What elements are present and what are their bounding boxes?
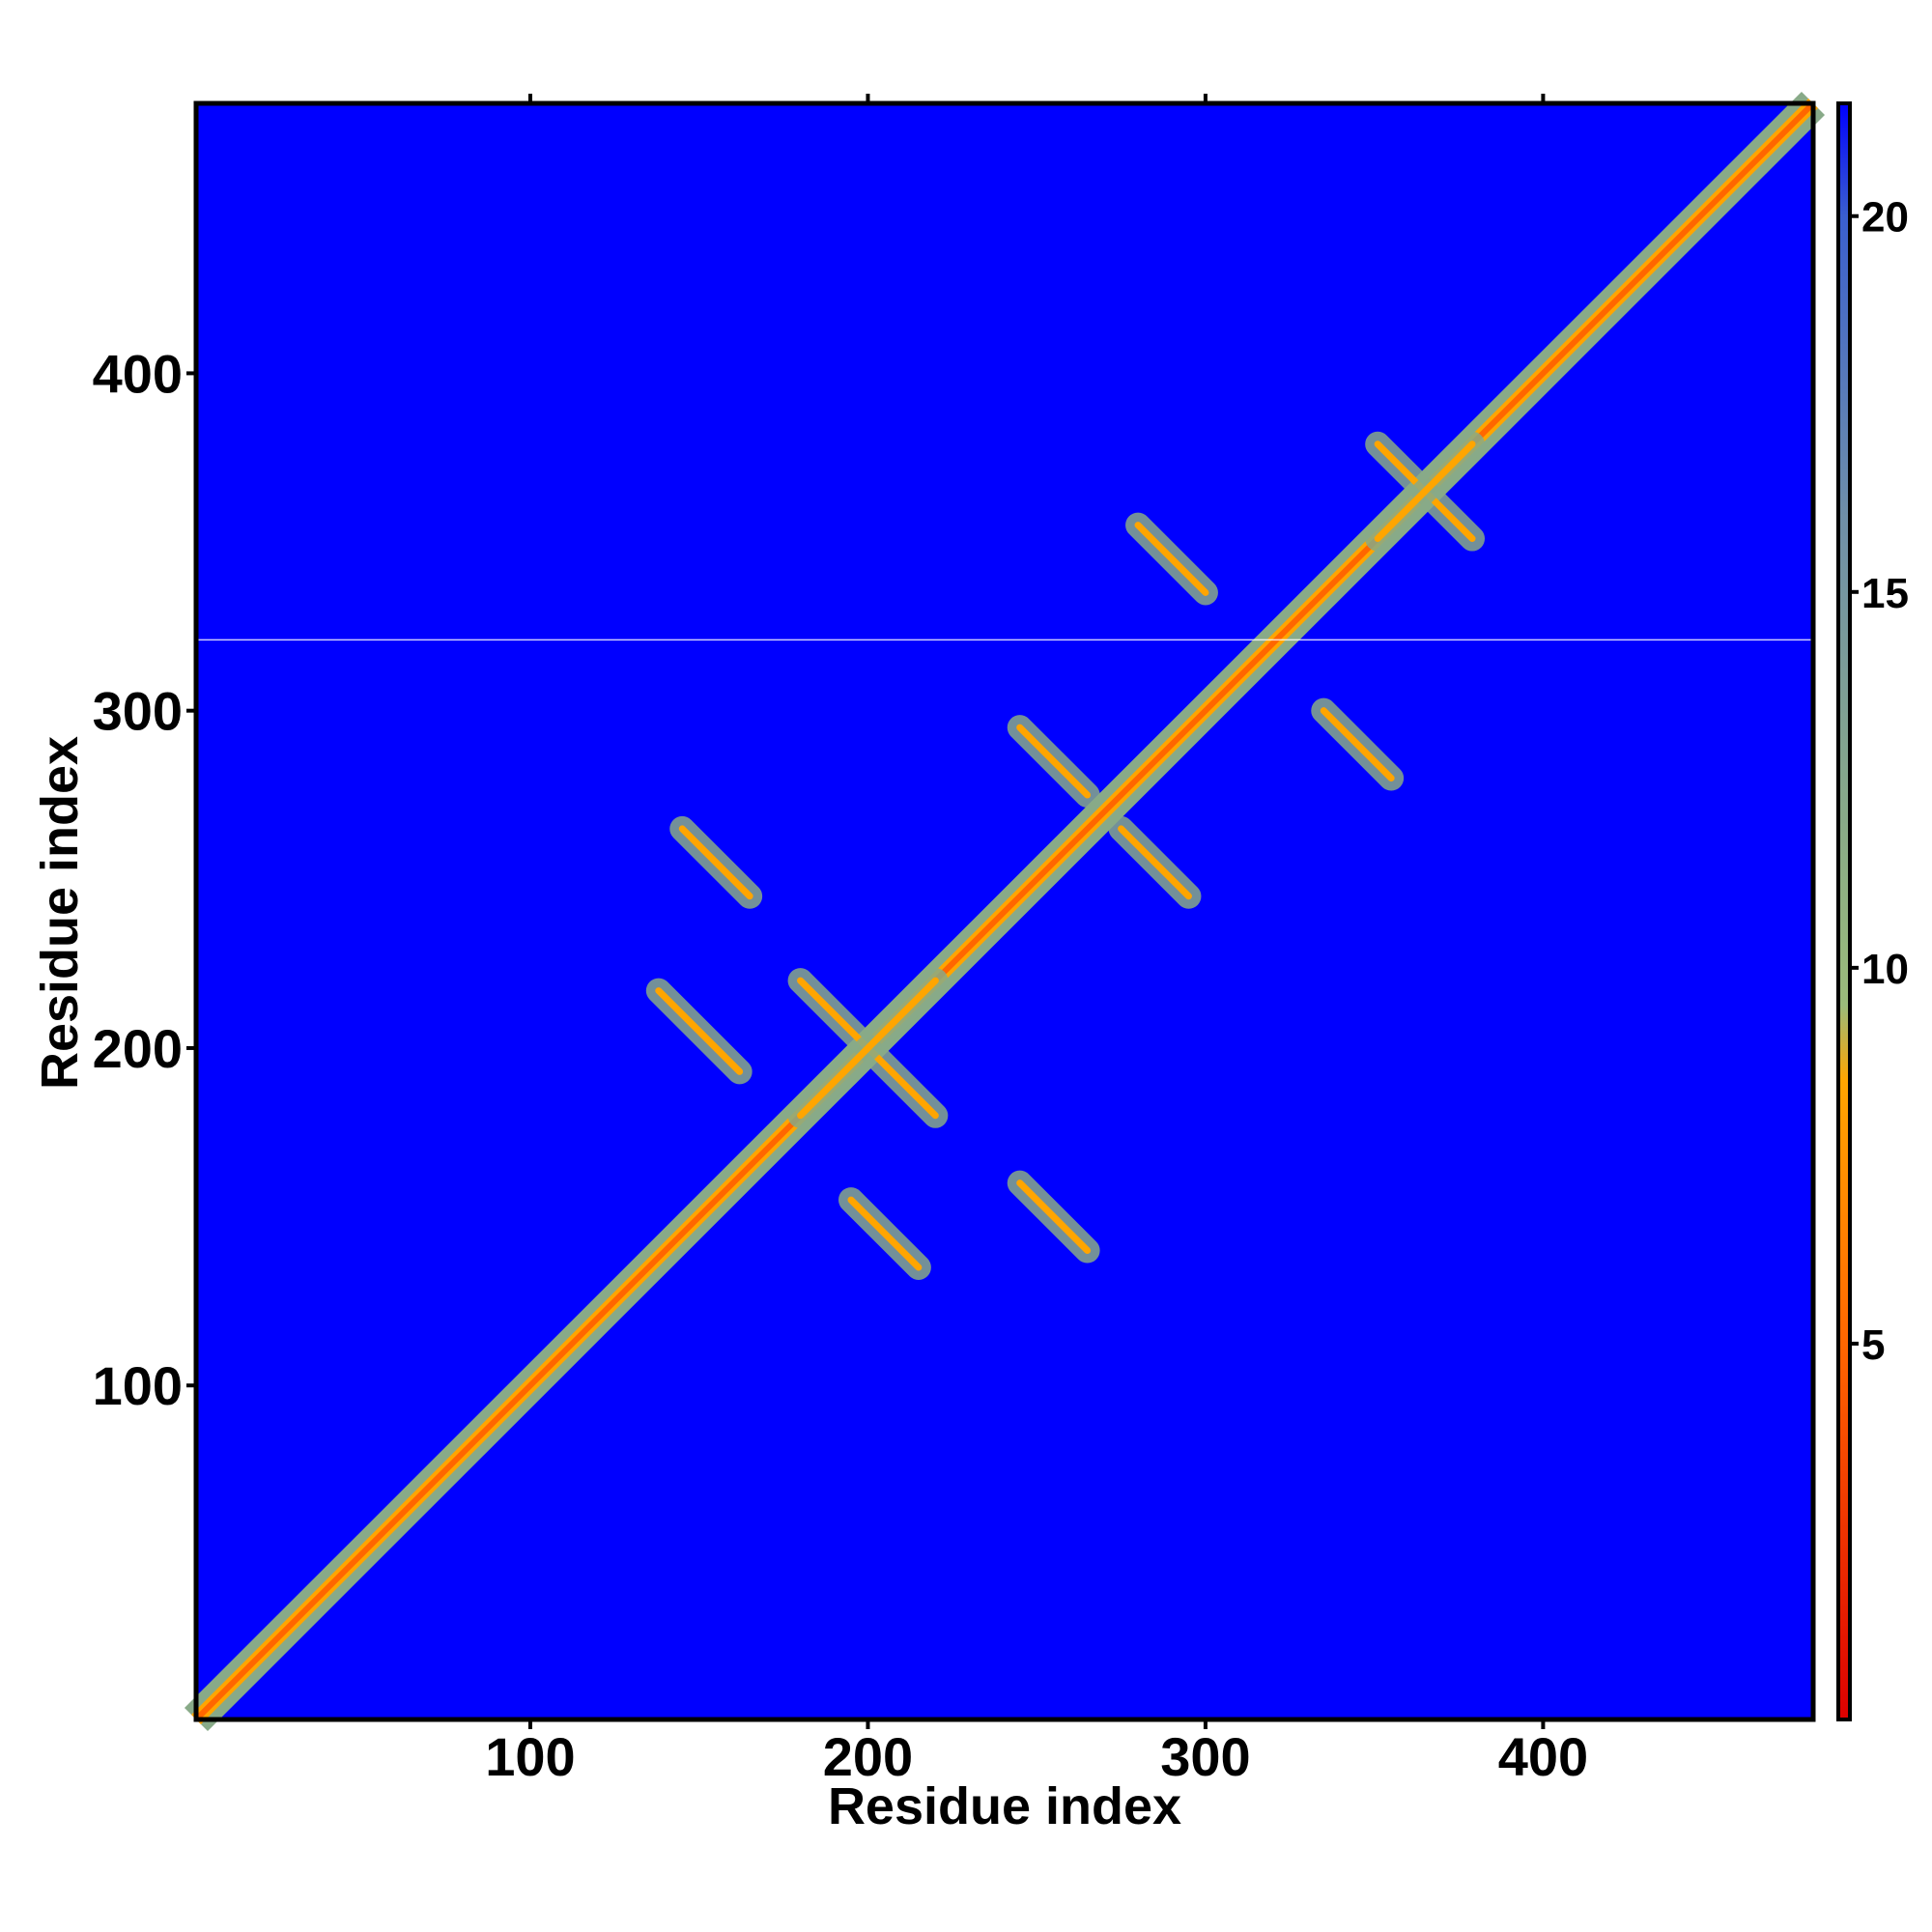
contact-feature [669,815,763,909]
colorbar-tick-label: 15 [1861,570,1909,617]
colorbar-gradient [1836,101,1852,1721]
contact-core [1118,825,1192,900]
x-tick-label: 300 [1160,1726,1250,1787]
contact-feature [1311,697,1405,791]
contact-core [847,1196,923,1271]
y-tick-label: 300 [93,681,183,742]
contact-feature [645,978,753,1085]
y-tick-label: 400 [93,343,183,404]
axes: 100 200 300 400 100 200 300 400 [93,94,1816,1787]
contact-feature [1007,1170,1100,1264]
contact-feature [1125,512,1218,606]
diagonal-core [193,100,1816,1722]
y-axis-title: Residue index [31,736,89,1090]
contact-core [1134,522,1209,596]
plot-frame [193,100,1816,1722]
heatmap-plot-area [184,91,1826,1732]
contact-feature [787,968,949,1128]
y-tick-label: 200 [93,1018,183,1079]
contact-feature [838,1187,931,1280]
contact-feature [1007,715,1100,809]
colorbar: 5 10 15 20 [1836,101,1909,1721]
x-axis-title: Residue index [828,1777,1181,1835]
contact-core [678,825,753,900]
contact-core [655,987,744,1075]
contact-core [797,977,939,1120]
contact-core [1016,1179,1092,1255]
contact-core [1016,724,1092,799]
contact-core [1320,707,1395,782]
colorbar-tick-label: 10 [1861,946,1909,993]
colorbar-tick-label: 5 [1861,1321,1885,1369]
contact-feature [1365,431,1486,552]
y-tick-label: 100 [93,1355,183,1416]
colorbar-tick-label: 20 [1861,194,1909,242]
x-tick-label: 100 [485,1726,575,1787]
x-tick-label: 200 [823,1726,913,1787]
contact-feature [1108,815,1202,909]
contact-core [1374,440,1476,543]
x-tick-label: 400 [1498,1726,1588,1787]
